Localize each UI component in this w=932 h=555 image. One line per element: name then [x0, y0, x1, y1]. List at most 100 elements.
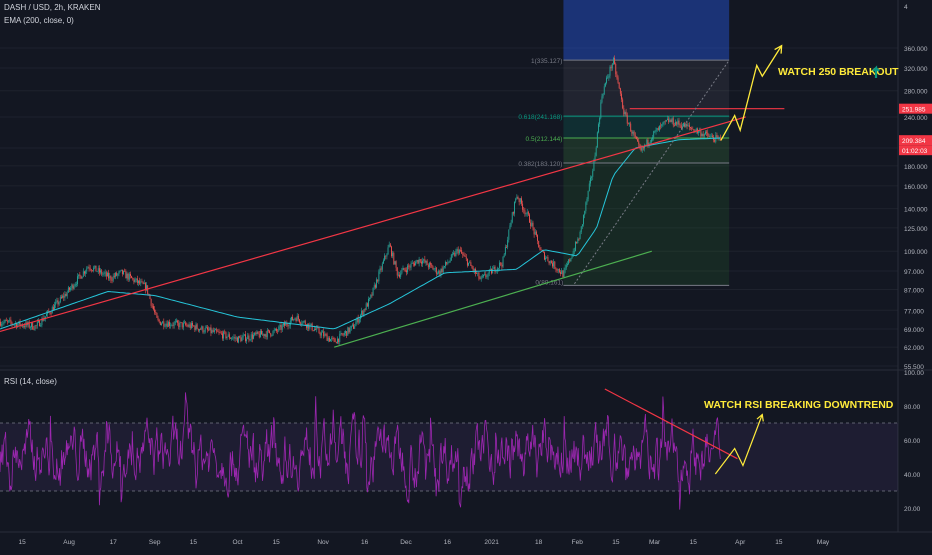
- candle-up: [330, 339, 331, 342]
- candle-up: [468, 262, 469, 266]
- candle-up: [440, 268, 442, 275]
- rsi-downtrend-line[interactable]: [604, 388, 738, 460]
- rsi-tick-label: 80.00: [904, 404, 921, 411]
- candle-up: [416, 260, 418, 262]
- candle-down: [305, 324, 307, 328]
- trendlines[interactable]: [0, 44, 785, 348]
- candle-up: [531, 222, 533, 227]
- candle-up: [504, 247, 506, 255]
- candle-down: [633, 131, 635, 136]
- candle-up: [174, 321, 176, 323]
- candle-up: [587, 190, 589, 199]
- candle-down: [389, 244, 391, 247]
- candle-up: [75, 284, 77, 285]
- candle-up: [266, 330, 268, 338]
- candle-up: [546, 257, 548, 258]
- candle-up: [331, 338, 333, 340]
- price-projection-path[interactable]: [720, 45, 783, 141]
- candle-up: [509, 225, 511, 230]
- fibonacci-retracement[interactable]: 1(335.127) 0.618(241.168) 0.5(212.144) 0.38…: [518, 0, 730, 286]
- price-axis[interactable]: 4360.000320.000280.000240.000200.000180.…: [899, 4, 932, 513]
- candle-down: [50, 313, 52, 314]
- candle-down: [312, 330, 314, 331]
- candle-up: [301, 323, 303, 325]
- upper-trendline[interactable]: [0, 116, 746, 333]
- candle-up: [601, 96, 603, 103]
- candle-up: [503, 254, 505, 257]
- fib-level-label: 0.382(183.120): [518, 161, 562, 168]
- candle-up: [351, 324, 353, 326]
- candle-down: [626, 115, 628, 124]
- candle-up: [595, 147, 597, 156]
- candle-down: [172, 325, 174, 326]
- candle-up: [580, 226, 582, 232]
- candle-down: [558, 269, 560, 273]
- candle-up: [211, 330, 213, 334]
- candle-down: [552, 263, 553, 267]
- annotations[interactable]: WATCH 250 BREAKOUT WATCH RSI BREAKING DOW…: [704, 65, 899, 411]
- candle-up: [107, 272, 108, 277]
- price-tick-label: 320.000: [904, 66, 928, 73]
- candle-up: [201, 326, 203, 330]
- breakout-annotation[interactable]: WATCH 250 BREAKOUT: [778, 66, 899, 78]
- candle-down: [169, 322, 170, 326]
- candle-down: [638, 141, 640, 145]
- candle-down: [485, 274, 487, 277]
- candle-down: [216, 329, 218, 332]
- candle-up: [104, 272, 106, 274]
- projection-dotted[interactable]: [574, 59, 730, 285]
- candle-down: [476, 273, 478, 274]
- candle-up: [96, 271, 98, 272]
- candle-up: [557, 269, 559, 271]
- candle-up: [422, 260, 423, 264]
- price-tick-label: 62.000: [904, 345, 924, 352]
- candle-down: [251, 334, 253, 339]
- candle-up: [161, 323, 162, 326]
- candle-down: [101, 270, 103, 275]
- candle-down: [714, 139, 716, 142]
- candle-down: [621, 93, 622, 100]
- candle-down: [240, 337, 242, 342]
- time-tick-label: Nov: [317, 539, 329, 546]
- candle-down: [562, 270, 564, 277]
- candle-down: [280, 325, 282, 330]
- candle-down: [158, 320, 160, 322]
- candle-down: [472, 267, 474, 271]
- candle-down: [576, 241, 578, 244]
- candle-down: [239, 336, 241, 338]
- time-tick-label: 2021: [484, 539, 499, 546]
- candle-up: [281, 325, 283, 330]
- lower-trendline[interactable]: [334, 250, 652, 348]
- candle-down: [0, 321, 1, 326]
- candle-down: [193, 325, 195, 327]
- candle-up: [372, 287, 374, 296]
- candle-up: [262, 333, 264, 335]
- candle-down: [222, 333, 223, 339]
- candle-up: [598, 124, 599, 133]
- candle-up: [568, 259, 570, 264]
- candle-down: [141, 281, 143, 283]
- price-tick-label: 4: [904, 4, 908, 11]
- candle-up: [572, 251, 574, 257]
- candle-up: [596, 132, 598, 148]
- candle-up: [294, 318, 296, 320]
- candle-down: [210, 327, 212, 334]
- candle-down: [353, 324, 354, 329]
- candle-down: [248, 335, 250, 340]
- candle-down: [711, 135, 713, 138]
- rsi-annotation[interactable]: WATCH RSI BREAKING DOWNTREND: [704, 399, 894, 411]
- candle-down: [385, 255, 387, 257]
- candle-up: [327, 337, 329, 341]
- candle-up: [232, 337, 234, 339]
- candle-up: [320, 332, 322, 336]
- candle-up: [473, 269, 475, 271]
- rsi-projection-path[interactable]: [714, 414, 763, 475]
- candle-down: [49, 312, 51, 314]
- candle-up: [687, 125, 689, 126]
- candle-down: [234, 337, 236, 339]
- candle-up: [703, 134, 705, 137]
- rsi-line: [0, 392, 721, 510]
- time-axis[interactable]: 15 Aug 17 Sep 15 Oct 15 Nov 16 Dec 16 2021 18 Feb 15 Ma…: [18, 539, 829, 546]
